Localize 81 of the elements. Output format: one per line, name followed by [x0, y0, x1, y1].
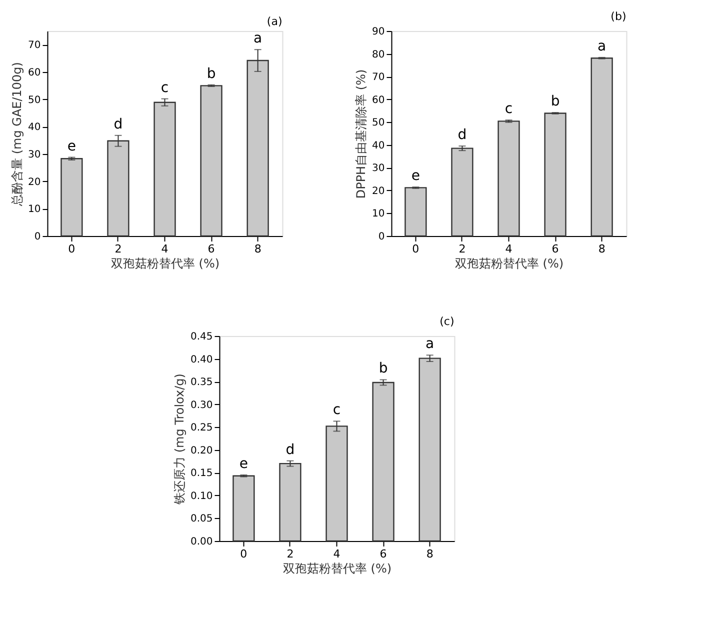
y-tick-label: 10: [372, 208, 385, 220]
x-tick-label: 2: [286, 548, 294, 560]
x-axis-title: 双孢菇粉替代率 (%): [282, 562, 392, 576]
y-tick-label: 0.00: [190, 536, 213, 548]
chart-title: (a): [266, 15, 282, 28]
y-tick-label: 0: [378, 232, 385, 242]
y-tick-label: 0.05: [190, 514, 213, 525]
y-axis-title: 总酚含量 (mg GAE/100g): [10, 62, 24, 207]
bar: [60, 158, 83, 237]
x-tick-label: 0: [412, 242, 420, 256]
x-tick-label: 8: [426, 548, 434, 560]
y-tick-label: 0.10: [190, 490, 213, 502]
x-tick-label: 4: [505, 242, 512, 256]
bar: [372, 382, 394, 542]
x-tick-label: 8: [598, 242, 606, 256]
x-tick-label: 4: [333, 548, 340, 560]
data-label: b: [206, 66, 216, 82]
chart-title: (c): [440, 315, 454, 328]
data-label: c: [160, 80, 169, 96]
bar: [200, 85, 222, 237]
y-tick-label: 20: [372, 186, 385, 197]
bar: [590, 58, 613, 237]
bar: [326, 426, 348, 542]
data-label: a: [426, 336, 434, 352]
x-tick-label: 6: [552, 242, 559, 256]
y-axis-title: 铁还原力 (mg Trolox/g): [172, 374, 186, 506]
x-tick-label: 2: [458, 242, 466, 256]
y-tick-label: 0.20: [190, 445, 213, 456]
data-label: d: [286, 442, 295, 458]
data-label: c: [332, 402, 341, 418]
bar: [279, 462, 302, 542]
data-label: d: [458, 127, 467, 144]
x-tick-label: 0: [68, 242, 76, 256]
y-tick-label: 0.15: [190, 468, 213, 480]
data-label: e: [239, 456, 248, 472]
x-tick-label: 0: [240, 548, 248, 560]
y-tick-label: 90: [372, 26, 385, 38]
y-axis-title: DPPH自由基清除率 (%): [354, 69, 368, 199]
y-tick-label: 80: [372, 49, 385, 60]
x-tick-label: 6: [380, 548, 387, 560]
data-label: b: [550, 94, 560, 110]
y-tick-label: 60: [28, 68, 41, 78]
data-label: c: [504, 101, 513, 118]
y-tick-label: 70: [372, 72, 385, 84]
x-axis-title: 双孢菇粉替代率 (%): [110, 256, 220, 270]
data-label: a: [254, 30, 262, 47]
y-tick-label: 10: [28, 204, 41, 216]
data-label: d: [114, 116, 123, 132]
bar: [498, 120, 520, 237]
y-tick-label: 70: [28, 40, 41, 52]
y-tick-label: 40: [372, 140, 385, 152]
bar: [451, 148, 474, 237]
data-label: b: [378, 360, 388, 377]
y-tick-label: 0: [34, 232, 41, 242]
x-tick-label: 4: [161, 242, 168, 256]
data-label: e: [411, 168, 420, 184]
x-tick-label: 8: [254, 242, 262, 256]
bar: [544, 112, 566, 237]
y-tick-label: 0.25: [190, 422, 213, 434]
x-axis-title: 双孢菇粉替代率 (%): [454, 256, 564, 270]
x-tick-label: 6: [208, 242, 215, 256]
y-tick-label: 60: [372, 94, 385, 106]
y-tick-label: 30: [372, 163, 385, 174]
y-tick-label: 30: [28, 150, 41, 160]
y-tick-label: 0.40: [190, 354, 213, 366]
chart-title: (b): [610, 10, 626, 23]
bar: [232, 475, 255, 542]
y-tick-label: 0.30: [190, 400, 213, 411]
y-tick-label: 0.35: [190, 377, 213, 388]
x-tick-label: 2: [114, 242, 122, 256]
bar: [107, 140, 130, 237]
y-tick-label: 50: [28, 94, 41, 106]
data-label: a: [598, 38, 606, 54]
y-tick-label: 0.45: [190, 332, 213, 342]
bar: [418, 358, 441, 542]
bar: [404, 187, 427, 237]
y-tick-label: 20: [28, 176, 41, 188]
bar: [154, 102, 176, 237]
data-label: e: [67, 138, 76, 154]
y-tick-label: 40: [28, 122, 41, 134]
y-tick-label: 50: [372, 118, 385, 129]
